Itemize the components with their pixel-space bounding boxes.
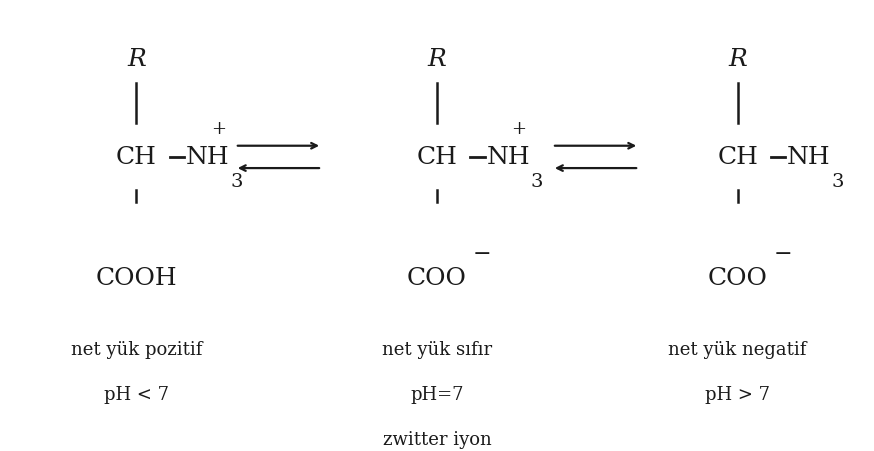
- Text: COOH: COOH: [95, 267, 177, 290]
- Text: pH=7: pH=7: [410, 385, 464, 403]
- Text: −: −: [773, 243, 792, 264]
- Text: NH: NH: [787, 146, 831, 169]
- Text: 3: 3: [831, 173, 844, 191]
- Text: 3: 3: [531, 173, 544, 191]
- Text: pH > 7: pH > 7: [705, 385, 770, 403]
- Text: COO: COO: [407, 267, 467, 290]
- Text: CH: CH: [417, 146, 457, 169]
- Text: CH: CH: [116, 146, 156, 169]
- Text: 3: 3: [231, 173, 243, 191]
- Text: −: −: [473, 243, 491, 264]
- Text: net yük negatif: net yük negatif: [669, 341, 807, 359]
- Text: net yük sıfır: net yük sıfır: [382, 341, 492, 359]
- Text: COO: COO: [708, 267, 767, 290]
- Text: zwitter iyon: zwitter iyon: [383, 430, 491, 448]
- Text: R: R: [427, 48, 447, 71]
- Text: +: +: [511, 120, 526, 138]
- Text: NH: NH: [186, 146, 230, 169]
- Text: CH: CH: [718, 146, 758, 169]
- Text: net yük pozitif: net yük pozitif: [71, 341, 202, 359]
- Text: NH: NH: [487, 146, 531, 169]
- Text: pH < 7: pH < 7: [104, 385, 169, 403]
- Text: R: R: [728, 48, 747, 71]
- Text: +: +: [211, 120, 225, 138]
- Text: R: R: [127, 48, 146, 71]
